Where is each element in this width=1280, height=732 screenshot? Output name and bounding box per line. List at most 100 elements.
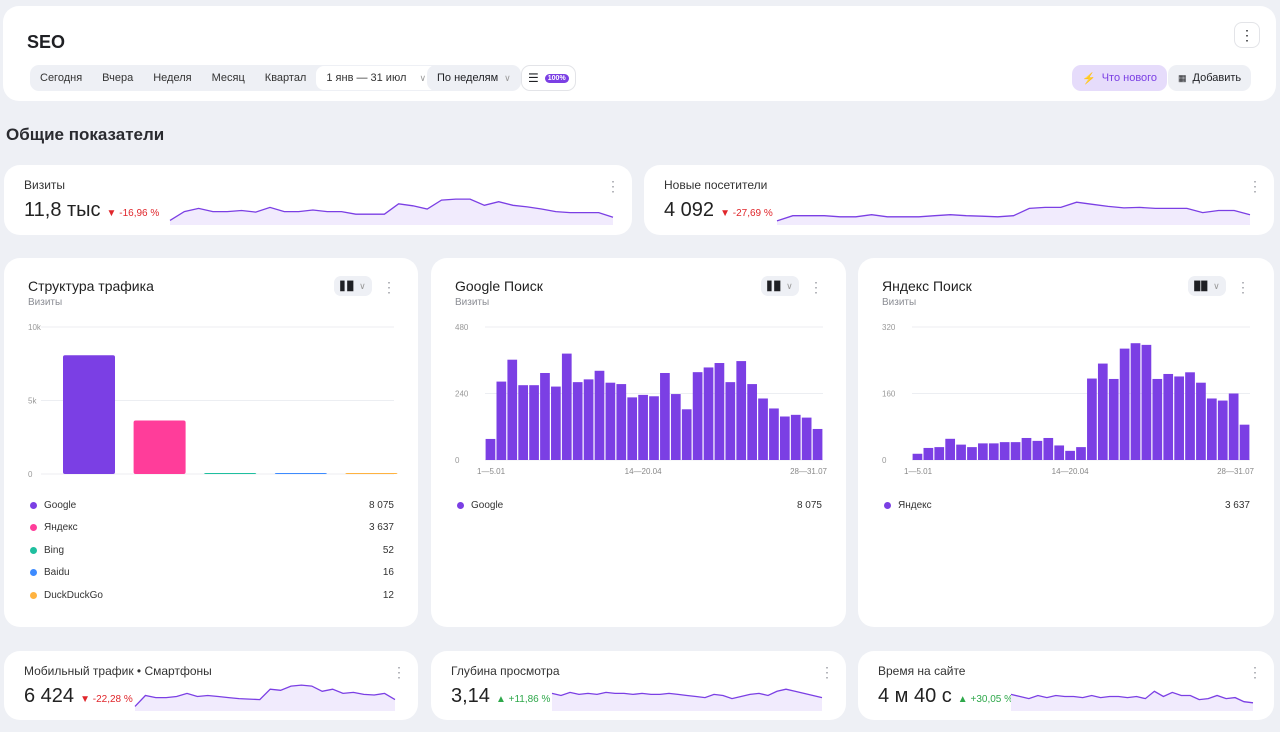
chart-legend: Яндекс 3 637 xyxy=(882,494,1250,517)
bar xyxy=(747,384,757,460)
chart-type-toggle[interactable]: ▉▉ ∨ xyxy=(1188,276,1226,296)
kpi-number: 11,8 тыс xyxy=(24,199,101,221)
kpi-delta: ▲ +30,05 % xyxy=(957,694,1014,705)
bar xyxy=(496,381,507,460)
y-tick-label: 0 xyxy=(28,470,33,478)
y-tick-label: 160 xyxy=(882,390,896,399)
card-subtitle: Визиты xyxy=(882,297,917,308)
legend-item[interactable]: Google 8 075 xyxy=(455,494,822,517)
sparkline xyxy=(134,684,396,711)
bar xyxy=(583,379,594,460)
period-yesterday[interactable]: Вчера xyxy=(102,72,134,84)
card-menu-icon[interactable]: ⋮ xyxy=(1248,178,1262,194)
sparkline-area xyxy=(552,689,822,711)
bar xyxy=(1065,450,1075,460)
legend-item[interactable]: Яндекс 3 637 xyxy=(28,517,394,540)
period-today[interactable]: Сегодня xyxy=(40,72,83,84)
bar xyxy=(812,428,823,460)
bar xyxy=(1152,378,1163,460)
bar xyxy=(638,394,648,460)
kpi-card[interactable]: Мобильный трафик • Смартфоны 6 424 ▼ -22,… xyxy=(4,651,418,720)
google-search-chart: 480 240 0 1—5.01 14—20.04 28—31.07 xyxy=(455,323,828,476)
kpi-delta-value: -16,96 % xyxy=(119,208,160,219)
filters-button[interactable]: ☰ 100% xyxy=(521,65,576,91)
legend-label: Яндекс xyxy=(44,522,78,534)
legend-item[interactable]: DuckDuckGo 12 xyxy=(28,584,394,607)
add-button[interactable]: ▦ Добавить xyxy=(1168,65,1252,91)
bar xyxy=(485,438,496,460)
sparkline-area xyxy=(135,685,395,711)
chart-legend: Google 8 075 Яндекс 3 637 Bing 52 Baidu 16 DuckD… xyxy=(28,494,394,607)
bar xyxy=(681,409,692,460)
kpi-card[interactable]: Визиты 11,8 тыс ▼ -16,96 % ⋮ xyxy=(4,165,632,235)
chevron-down-icon: ∨ xyxy=(359,280,366,291)
kpi-value: 4 м 40 с ▲ +30,05 % xyxy=(878,685,1013,708)
legend-value: 3 637 xyxy=(1224,499,1250,511)
card-menu-icon[interactable]: ⋮ xyxy=(606,178,620,194)
kpi-card[interactable]: Время на сайте 4 м 40 с ▲ +30,05 % ⋮ xyxy=(858,651,1274,720)
bar xyxy=(999,442,1010,460)
bar xyxy=(616,384,627,460)
grouping-select[interactable]: По неделям ∨ xyxy=(427,65,521,91)
card-title: Структура трафика xyxy=(28,278,154,294)
kpi-value: 4 092 ▼ -27,69 % xyxy=(664,199,773,222)
kpi-delta: ▲ +11,86 % xyxy=(495,694,551,705)
bar xyxy=(1196,382,1206,460)
chevron-down-icon: ∨ xyxy=(786,280,793,291)
traffic-structure-chart: 10k 5k 0 xyxy=(28,323,398,478)
legend-dot xyxy=(30,591,37,599)
widgets-icon: ▦ xyxy=(1178,72,1187,83)
more-menu-button[interactable]: ⋮ xyxy=(1234,22,1260,48)
kpi-number: 4 092 xyxy=(664,199,715,221)
y-tick-label: 5k xyxy=(28,397,37,406)
chart-type-toggle[interactable]: ▋▉ ∨ xyxy=(334,276,372,296)
chevron-down-icon: ∨ xyxy=(1213,280,1220,291)
card-menu-icon[interactable]: ⋮ xyxy=(820,664,834,680)
bar xyxy=(1032,440,1043,460)
y-tick-label: 0 xyxy=(455,456,460,465)
kpi-number: 3,14 xyxy=(451,685,490,707)
bar xyxy=(1119,348,1130,460)
legend-item[interactable]: Baidu 16 xyxy=(28,562,394,585)
bar-chart-icon: ▋▉ xyxy=(340,280,355,291)
bar xyxy=(670,394,681,460)
bar-google xyxy=(63,355,115,474)
bar xyxy=(912,453,923,460)
chevron-down-icon: ∨ xyxy=(504,72,511,83)
bar xyxy=(692,372,703,460)
card-menu-icon[interactable]: ⋮ xyxy=(392,664,406,680)
sparkline-line xyxy=(1010,690,1254,704)
date-range-picker[interactable]: 1 янв — 31 июл ∨ xyxy=(316,66,447,90)
card-menu-icon[interactable]: ⋮ xyxy=(1248,664,1262,680)
card-menu-icon[interactable]: ⋮ xyxy=(382,279,396,295)
chart-type-toggle[interactable]: ▋▉ ∨ xyxy=(761,276,799,296)
kpi-card[interactable]: Новые посетители 4 092 ▼ -27,69 % ⋮ xyxy=(644,165,1274,235)
kpi-delta: ▼ -22,28 % xyxy=(80,694,133,705)
kpi-card[interactable]: Глубина просмотра 3,14 ▲ +11,86 % ⋮ xyxy=(431,651,846,720)
kpi-number: 6 424 xyxy=(24,685,75,707)
bar xyxy=(967,447,977,460)
legend-value: 16 xyxy=(382,567,394,579)
legend-label: Яндекс xyxy=(898,499,932,511)
bar xyxy=(529,385,539,460)
grouping-label: По неделям xyxy=(437,72,499,84)
period-month[interactable]: Месяц xyxy=(211,72,245,84)
period-quarter[interactable]: Квартал xyxy=(264,72,307,84)
bar xyxy=(1097,363,1108,460)
legend-value: 12 xyxy=(382,589,394,601)
sparkline xyxy=(169,198,614,225)
whats-new-button[interactable]: ⚡ Что нового xyxy=(1072,65,1168,91)
bar-яндекс xyxy=(133,420,186,474)
card-menu-icon[interactable]: ⋮ xyxy=(809,279,823,295)
legend-item[interactable]: Google 8 075 xyxy=(28,494,394,517)
bar xyxy=(551,386,561,460)
period-week[interactable]: Неделя xyxy=(153,72,192,84)
bar xyxy=(934,447,945,460)
kpi-value: 6 424 ▼ -22,28 % xyxy=(24,685,133,708)
bar xyxy=(978,443,988,460)
legend-item[interactable]: Яндекс 3 637 xyxy=(882,494,1250,517)
card-menu-icon[interactable]: ⋮ xyxy=(1236,279,1250,295)
legend-item[interactable]: Bing 52 xyxy=(28,539,394,562)
bar xyxy=(714,363,725,460)
y-tick-label: 480 xyxy=(455,323,469,332)
